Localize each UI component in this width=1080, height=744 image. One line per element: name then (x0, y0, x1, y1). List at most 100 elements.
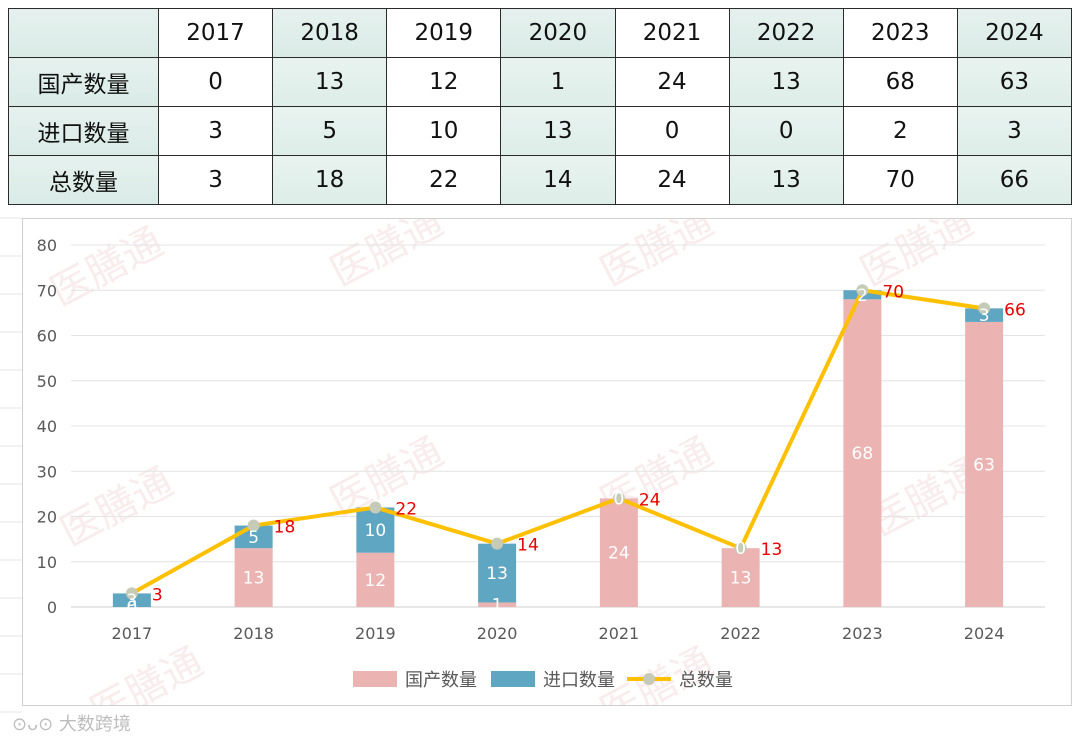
table-cell: 70 (842, 155, 958, 205)
x-tick-label: 2023 (842, 624, 883, 643)
data-label-import: 10 (365, 521, 387, 541)
data-label-import: 0 (735, 539, 746, 559)
bar-domestic (478, 602, 517, 607)
data-label-domestic: 13 (243, 569, 265, 589)
table-corner-cell (8, 8, 159, 58)
total-line (130, 288, 985, 596)
data-label-domestic: 68 (852, 444, 874, 464)
table-cell: 3 (956, 106, 1073, 156)
data-label-domestic: 12 (365, 571, 387, 591)
y-tick-label: 70 (37, 281, 57, 300)
x-tick-label: 2019 (355, 624, 396, 643)
table-cell: 24 (614, 57, 730, 107)
data-label-total: 22 (395, 499, 417, 519)
total-marker (247, 519, 260, 532)
data-label-import: 0 (613, 489, 624, 509)
footer-brand: ⊙ᴗ⊙ 大数跨境 (12, 710, 131, 736)
legend-swatch-import (491, 671, 535, 687)
x-tick-label: 2017 (112, 624, 153, 643)
table-cell: 13 (728, 155, 844, 205)
y-tick-label: 80 (37, 236, 57, 255)
total-marker (978, 302, 991, 315)
table-cell: 0 (157, 57, 274, 107)
row-label: 总数量 (8, 155, 159, 205)
bar-layer (112, 290, 1004, 607)
x-tick-label: 2024 (964, 624, 1005, 643)
table-cell: 68 (842, 57, 958, 107)
table-header-cell: 2024 (956, 8, 1073, 58)
table-cell: 0 (614, 106, 730, 156)
grid-layer (71, 244, 1045, 608)
bar-domestic (721, 548, 760, 607)
x-tick-label: 2020 (477, 624, 518, 643)
table-cell: 10 (386, 106, 502, 156)
table-row-import: 进口数量 3 5 10 13 0 0 2 3 (8, 106, 1073, 156)
total-marker (125, 587, 138, 600)
brand-name: 大数跨境 (58, 714, 131, 735)
data-label-domestic: 24 (608, 544, 630, 564)
data-label-import: 2 (857, 286, 868, 306)
legend-layer: 国产数量 进口数量 总数量 (353, 670, 733, 691)
data-label-total: 13 (761, 540, 783, 560)
table-cell: 3 (157, 155, 274, 205)
table-cell: 63 (956, 57, 1073, 107)
x-tick-label: 2018 (233, 624, 274, 643)
table-cell: 5 (272, 106, 388, 156)
y-tick-label: 0 (47, 598, 57, 617)
watermark-text: 医膳通 (853, 219, 981, 296)
data-label-domestic: 1 (492, 596, 503, 616)
table-header-cell: 2017 (157, 8, 274, 58)
legend-label-import: 进口数量 (543, 670, 615, 691)
table-cell: 13 (272, 57, 388, 107)
data-label-domestic: 63 (973, 455, 995, 475)
table-header-cell: 2022 (728, 8, 844, 58)
data-label-domestic: 13 (730, 569, 752, 589)
table-header-row: 2017 2018 2019 2020 2021 2022 2023 2024 (8, 8, 1073, 58)
table-cell: 24 (614, 155, 730, 205)
total-marker (734, 542, 747, 555)
table-cell: 13 (500, 106, 616, 156)
watermark-text: 医膳通 (83, 639, 211, 705)
table-row-total: 总数量 3 18 22 14 24 13 70 66 (8, 155, 1073, 205)
data-label-import: 5 (248, 528, 259, 548)
total-marker (369, 501, 382, 514)
table-cell: 13 (728, 57, 844, 107)
table-header-cell: 2018 (272, 8, 388, 58)
x-tick-label: 2022 (720, 624, 761, 643)
table-cell: 12 (386, 57, 502, 107)
table-row-domestic: 国产数量 0 13 12 1 24 13 68 63 (8, 57, 1073, 107)
y-tick-label: 50 (37, 372, 57, 391)
legend-label-domestic: 国产数量 (405, 670, 477, 691)
table-cell: 18 (272, 155, 388, 205)
line-layer (125, 284, 991, 600)
row-label: 进口数量 (8, 106, 159, 156)
table-header-cell: 2021 (614, 8, 730, 58)
data-label-domestic: 0 (126, 598, 137, 618)
table-header-cell: 2020 (500, 8, 616, 58)
data-label-total: 24 (639, 490, 661, 510)
table-header-cell: 2019 (386, 8, 502, 58)
y-tick-label: 30 (37, 462, 57, 481)
bar-import (478, 543, 517, 603)
bar-domestic (599, 498, 638, 607)
table-header-cell: 2023 (842, 8, 958, 58)
table-cell: 1 (500, 57, 616, 107)
watermark-text: 医膳通 (53, 459, 181, 556)
table-cell: 0 (728, 106, 844, 156)
data-label-total: 66 (1004, 300, 1026, 320)
total-marker (856, 284, 869, 297)
data-label-total: 70 (882, 282, 904, 302)
brand-logo-icon: ⊙ᴗ⊙ (12, 714, 54, 735)
data-label-import: 3 (126, 591, 137, 611)
data-label-import: 3 (979, 306, 990, 326)
table-cell: 22 (386, 155, 502, 205)
bar-domestic (234, 548, 273, 607)
y-tick-label: 60 (37, 327, 57, 346)
table-cell: 3 (157, 106, 274, 156)
watermark-text: 医膳通 (323, 219, 451, 296)
y-tick-label: 20 (37, 508, 57, 527)
total-marker (612, 492, 625, 505)
